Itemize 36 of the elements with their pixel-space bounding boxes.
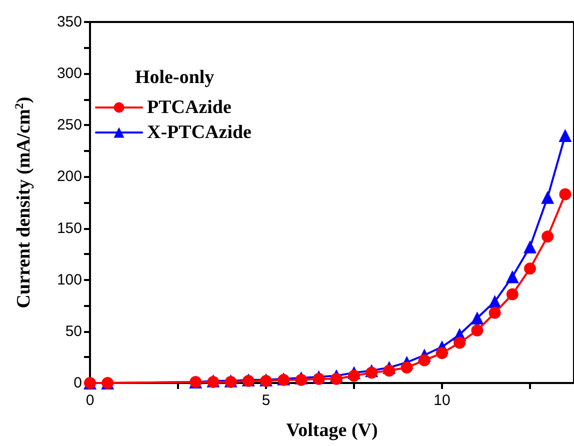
- point: [541, 190, 554, 204]
- point: [366, 366, 378, 379]
- y-tick-label: 100: [56, 271, 82, 288]
- point: [471, 324, 484, 336]
- point: [436, 347, 448, 360]
- point: [330, 372, 342, 385]
- point: [542, 230, 554, 243]
- point: [558, 128, 572, 142]
- x-tick-label: 10: [434, 392, 450, 409]
- point: [418, 354, 430, 366]
- point: [454, 336, 466, 349]
- point: [348, 370, 360, 382]
- y-tick-label: 300: [56, 65, 82, 82]
- point: [506, 288, 518, 300]
- x-axis-title: Voltage (V): [286, 420, 378, 441]
- point: [400, 362, 413, 374]
- y-tick-label: 150: [56, 220, 82, 237]
- point: [488, 306, 501, 319]
- y-axis-title: Current density (mA/cm2): [12, 96, 34, 308]
- legend-label: PTCAzide: [147, 97, 232, 118]
- legend-title: Hole-only: [135, 67, 215, 88]
- point: [470, 312, 484, 325]
- y-tick-label: 250: [56, 116, 82, 134]
- legend-label: X-PTCAzide: [147, 122, 252, 143]
- x-tick-label: 5: [262, 392, 270, 409]
- point: [524, 240, 536, 254]
- point: [524, 262, 536, 275]
- y-tick-label: 350: [56, 14, 82, 30]
- y-tick-label: 200: [56, 168, 82, 186]
- point: [312, 372, 325, 385]
- point: [559, 188, 572, 200]
- y-tick-label: 50: [65, 322, 82, 340]
- point: [506, 270, 519, 284]
- x-tick-label: 0: [86, 392, 94, 409]
- y-tick-label: 0: [74, 374, 82, 392]
- point: [295, 374, 308, 386]
